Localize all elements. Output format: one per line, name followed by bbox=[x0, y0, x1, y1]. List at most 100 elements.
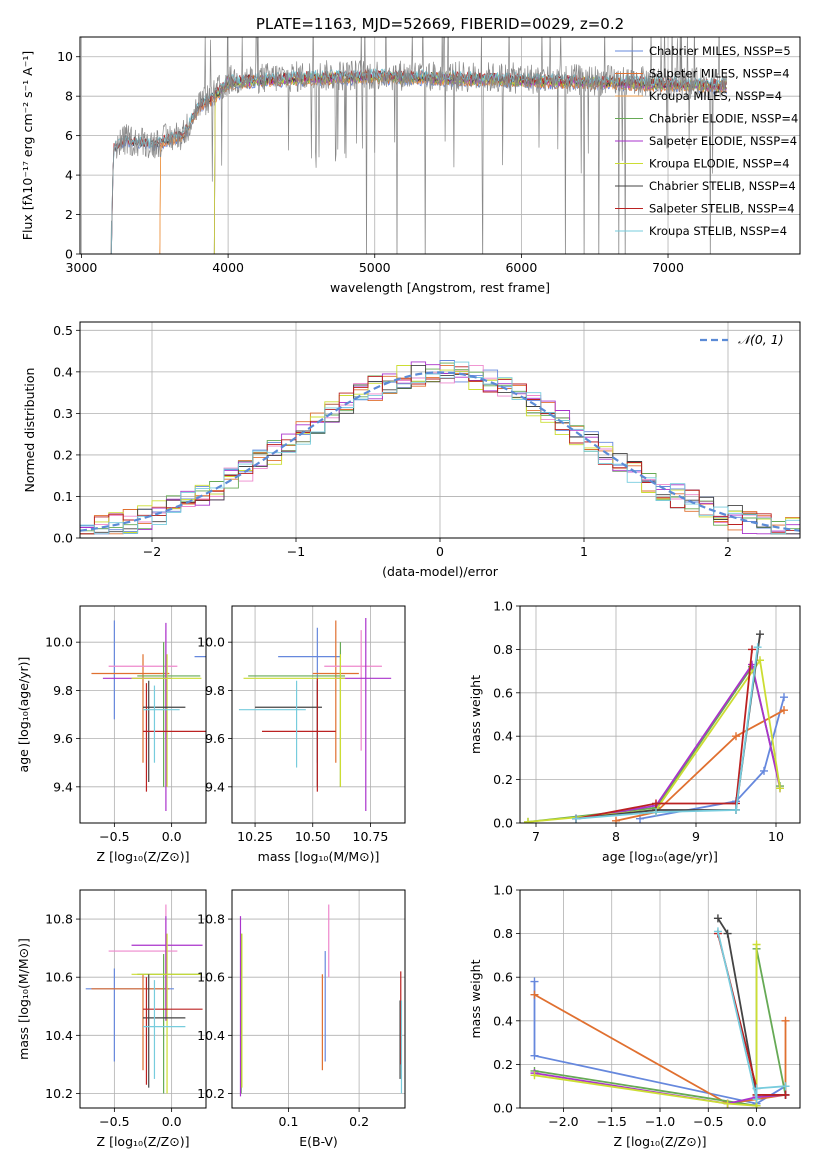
x-tick-label: −0.5 bbox=[693, 1114, 723, 1129]
marker-plus bbox=[760, 766, 768, 775]
errorbar-point bbox=[131, 933, 202, 1094]
x-tick-label: 0.0 bbox=[162, 1114, 182, 1129]
marker-plus bbox=[723, 1099, 732, 1108]
x-axis-label: Z [log₁₀(Z/Z⊙)] bbox=[97, 849, 190, 864]
errorbar-point bbox=[143, 974, 186, 1088]
y-tick-label: 9.8 bbox=[53, 683, 73, 698]
errorbar-point bbox=[324, 630, 382, 751]
marker-plus bbox=[752, 1095, 761, 1104]
x-tick-label: 0 bbox=[436, 544, 444, 559]
panel-mass-weight-vs-age: 7 8 9 10 0.0 0.2 0.4 0.6 0.8 1.0 age [log₁₀(age/yr… bbox=[468, 599, 801, 864]
x-tick-label: 4000 bbox=[212, 260, 244, 275]
y-axis-label: mass [log₁₀(M/M⊙)] bbox=[16, 938, 31, 1060]
marker-plus bbox=[752, 940, 761, 949]
marker-plus bbox=[776, 784, 784, 793]
y-tick-label: 8 bbox=[65, 89, 73, 104]
marker-plus bbox=[530, 977, 539, 986]
y-tick-label: 1.0 bbox=[493, 599, 513, 614]
plot-frame bbox=[519, 889, 801, 1109]
marker-plus bbox=[652, 799, 660, 808]
x-axis-label: E(B-V) bbox=[299, 1134, 338, 1149]
plot-frame bbox=[79, 605, 207, 824]
x-axis-label: Z [log₁₀(Z/Z⊙)] bbox=[614, 1134, 707, 1149]
y-tick-label: 9.6 bbox=[53, 731, 73, 746]
x-tick-label: 7 bbox=[532, 829, 540, 844]
histogram-step bbox=[80, 361, 800, 535]
y-tick-label: 0.0 bbox=[53, 531, 73, 546]
errorbar-point bbox=[91, 974, 170, 1071]
marker-plus bbox=[530, 1071, 539, 1080]
x-tick-label: 0.0 bbox=[747, 1114, 767, 1129]
legend-label: Salpeter STELIB, NSSP=4 bbox=[649, 202, 795, 216]
y-tick-label: 10.2 bbox=[45, 1086, 73, 1101]
panel-age-vs-mass: 10.25 10.50 10.75 9.4 9.6 9.8 10.0 mass [log₁₀(… bbox=[197, 605, 406, 864]
y-tick-label: 9.8 bbox=[205, 683, 225, 698]
x-tick-label: 1 bbox=[580, 544, 588, 559]
y-tick-label: 10.0 bbox=[197, 635, 225, 650]
marker-plus bbox=[753, 643, 762, 652]
marker-plus bbox=[781, 1090, 790, 1099]
marker-plus bbox=[612, 816, 620, 823]
mass-weight-line bbox=[575, 662, 781, 820]
y-tick-label: 0.2 bbox=[53, 447, 73, 462]
y-tick-label: 10.8 bbox=[45, 912, 73, 927]
y-tick-label: 0.4 bbox=[493, 1013, 513, 1028]
plot-frame bbox=[79, 321, 801, 539]
x-tick-label: 10.50 bbox=[295, 829, 331, 844]
x-tick-label: 6000 bbox=[505, 260, 537, 275]
errorbar-point bbox=[143, 980, 186, 1079]
histogram-step bbox=[80, 361, 800, 535]
x-axis-label: age [log₁₀(age/yr)] bbox=[602, 849, 718, 864]
spectrum-data-line bbox=[110, 37, 728, 254]
x-tick-label: 5000 bbox=[359, 260, 391, 275]
mass-weight-line bbox=[615, 709, 785, 822]
y-tick-label: 0.0 bbox=[493, 1101, 513, 1116]
y-tick-label: 4 bbox=[65, 168, 73, 183]
y-tick-label: 0.6 bbox=[493, 970, 513, 985]
x-tick-label: 10.75 bbox=[353, 829, 389, 844]
mass-weight-line bbox=[717, 931, 786, 1100]
y-tick-label: 10.2 bbox=[197, 1086, 225, 1101]
y-tick-label: 0.6 bbox=[493, 685, 513, 700]
y-tick-label: 0.8 bbox=[493, 642, 513, 657]
mass-weight-line bbox=[575, 647, 759, 820]
panel-mass-vs-EBV: 0.1 0.2 10.2 10.4 10.6 10.8 E(B-V) bbox=[197, 889, 406, 1149]
marker-plus bbox=[732, 805, 740, 814]
y-tick-label: 0.0 bbox=[493, 816, 513, 831]
plot-area bbox=[520, 606, 800, 823]
x-tick-label: −1 bbox=[287, 544, 305, 559]
x-tick-label: −2.0 bbox=[548, 1114, 578, 1129]
panel-mass-vs-Z: −0.5 0.0 10.2 10.4 10.6 10.8 Z [log₁₀(Z/Z⊙)] ma… bbox=[16, 889, 207, 1149]
y-axis-label: Normed distribution bbox=[22, 368, 37, 493]
plot-content bbox=[85, 904, 203, 1094]
y-axis-label: age [log₁₀(age/yr)] bbox=[16, 657, 31, 773]
plot-frame bbox=[79, 889, 207, 1109]
y-tick-label: 10 bbox=[57, 49, 73, 64]
x-axis-label: (data-model)/error bbox=[382, 564, 499, 579]
errorbar-point bbox=[143, 977, 203, 1085]
marker-plus bbox=[723, 929, 732, 938]
panel-age-vs-Z: −0.5 0.0 9.4 9.6 9.8 10.0 Z [log₁₀(Z/Z⊙)] age [… bbox=[16, 605, 207, 864]
marker-plus bbox=[748, 645, 756, 654]
normal-curve bbox=[80, 371, 800, 532]
legend-label: Salpeter MILES, NSSP=4 bbox=[649, 67, 790, 81]
errorbar-point bbox=[91, 654, 170, 763]
y-tick-label: 9.4 bbox=[205, 779, 225, 794]
errorbar-point bbox=[143, 685, 180, 763]
x-tick-label: 9 bbox=[692, 829, 700, 844]
legend-label: Salpeter ELODIE, NSSP=4 bbox=[649, 134, 797, 148]
marker-plus bbox=[780, 706, 788, 715]
y-tick-label: 9.6 bbox=[205, 731, 225, 746]
y-tick-label: 10.6 bbox=[197, 970, 225, 985]
marker-plus bbox=[756, 630, 764, 639]
y-tick-label: 0.8 bbox=[493, 926, 513, 941]
marker-plus bbox=[713, 927, 722, 936]
legend-label: Chabrier ELODIE, NSSP=4 bbox=[649, 112, 798, 126]
mass-weight-line bbox=[575, 649, 753, 820]
legend-label: Kroupa STELIB, NSSP=4 bbox=[649, 224, 787, 238]
plot-content bbox=[238, 618, 392, 811]
x-axis-label: wavelength [Angstrom, rest frame] bbox=[330, 280, 550, 295]
plot-content bbox=[80, 360, 800, 535]
plot-area bbox=[232, 606, 405, 823]
mass-weight-line bbox=[534, 1072, 786, 1105]
